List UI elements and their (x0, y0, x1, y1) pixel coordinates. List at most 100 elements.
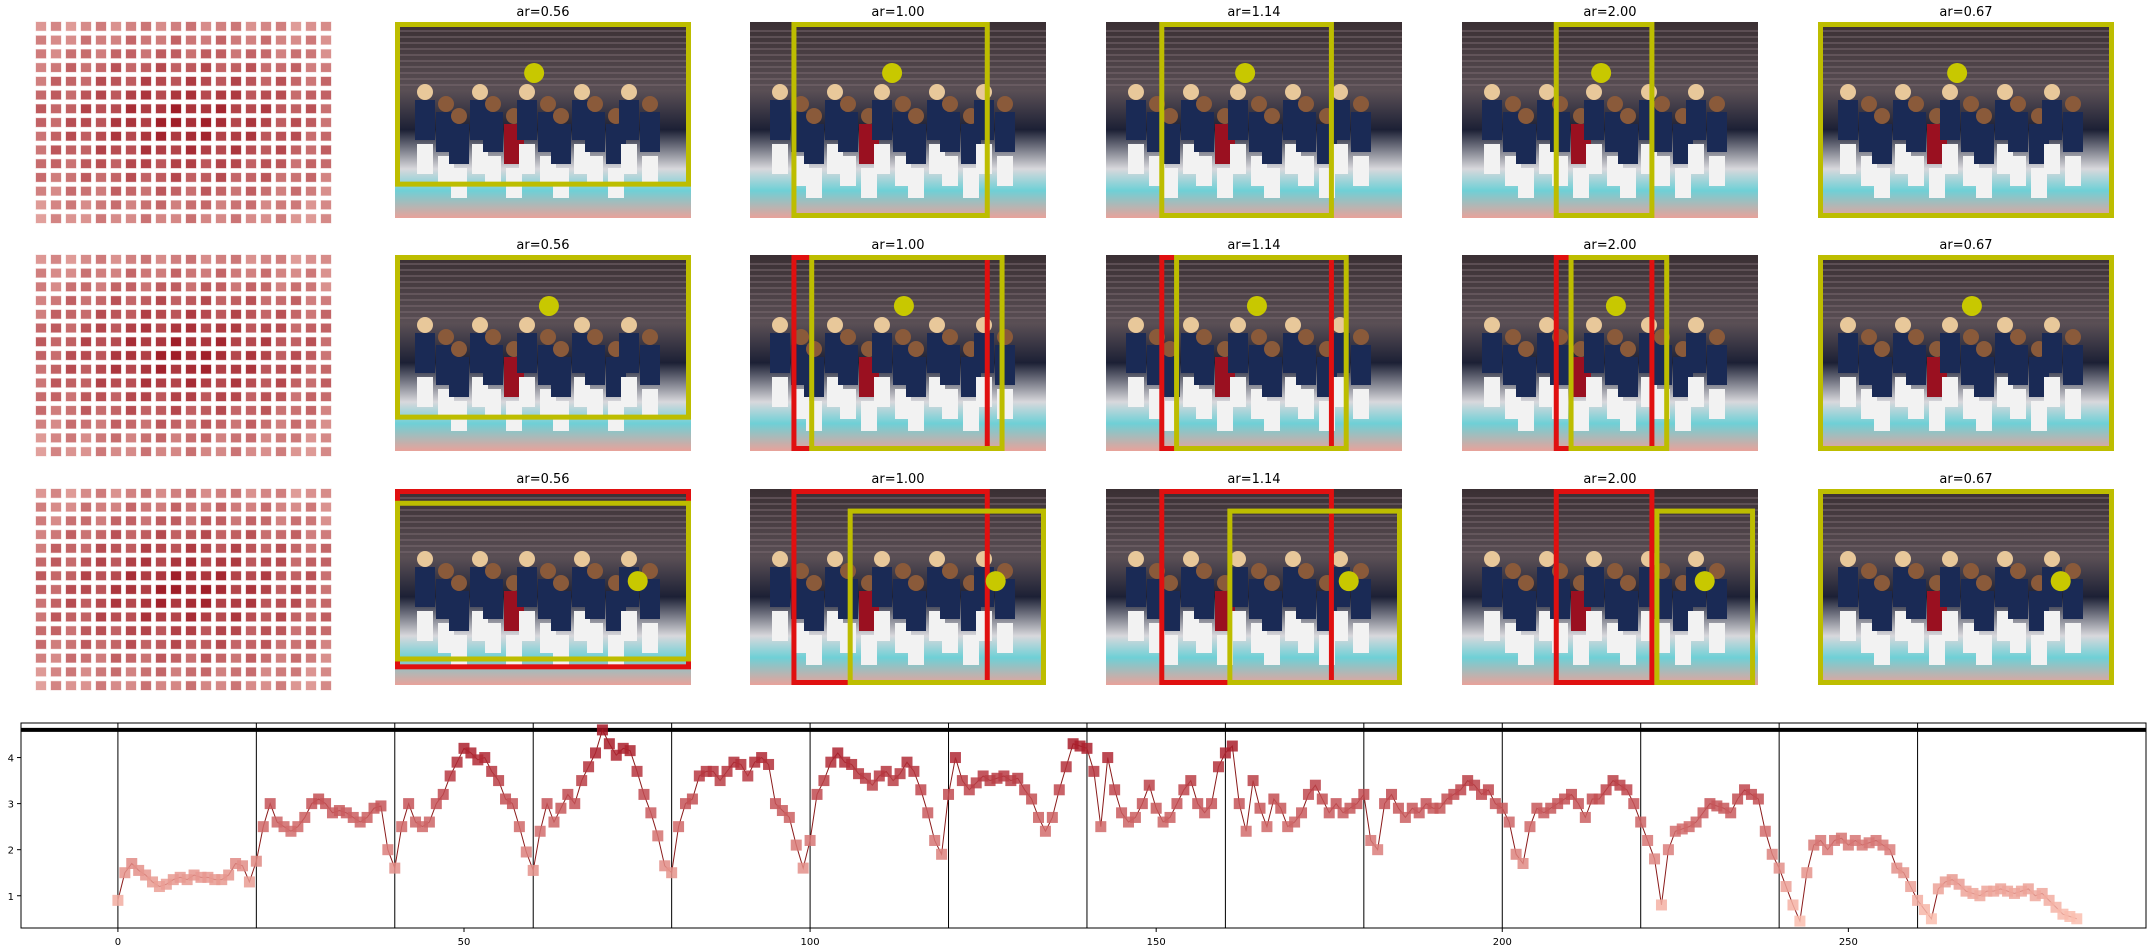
heatmap-cell (230, 308, 242, 320)
heatmap-cell (50, 254, 62, 265)
player-jersey (585, 112, 605, 152)
heatmap-cell (140, 254, 152, 265)
heatmap-cell (260, 254, 272, 265)
heatmap-cell (35, 199, 47, 211)
player-head (1251, 329, 1267, 345)
data-point (1289, 816, 1301, 828)
heatmap-cell (65, 103, 77, 115)
stand-row (1818, 515, 2114, 517)
heatmap-cell (50, 666, 62, 678)
data-point (430, 798, 442, 810)
player-head (1976, 108, 1992, 124)
data-point (956, 775, 968, 787)
player-socks (1620, 168, 1636, 198)
player-jersey (1351, 345, 1371, 385)
player-socks (1688, 144, 1704, 174)
stand-row (1106, 42, 1402, 44)
player-jersey (415, 333, 435, 373)
heatmap-cell (110, 199, 122, 211)
heatmap-cell (275, 75, 287, 87)
heatmap-cell (185, 363, 197, 375)
heatmap-cell (245, 103, 257, 115)
heatmap-cell (50, 267, 62, 279)
heatmap-cell (230, 363, 242, 375)
heatmap-cell (320, 418, 332, 430)
heatmap-cell (80, 418, 92, 430)
heatmap-cell (80, 570, 92, 582)
heatmap-cell (65, 391, 77, 403)
data-point (140, 869, 152, 881)
heatmap-cell (305, 103, 317, 115)
team-photo (395, 22, 691, 218)
player-socks (1484, 377, 1500, 407)
heatmap-cell (155, 144, 167, 156)
heatmap-cell (320, 130, 332, 142)
heatmap-cell (275, 432, 287, 444)
heatmap-cell (140, 34, 152, 46)
data-point (1974, 890, 1986, 902)
heatmap-cell (50, 117, 62, 128)
heatmap-cell (35, 48, 47, 60)
heatmap-cell (275, 625, 287, 637)
player-socks (1128, 377, 1144, 407)
crop-box-yellow (395, 255, 691, 420)
heatmap-cell (170, 322, 182, 334)
heatmap-cell (260, 515, 272, 527)
player-socks (997, 389, 1013, 419)
stand-row (750, 521, 1046, 523)
heatmap-cell (65, 570, 77, 582)
heatmap-cell (95, 377, 107, 389)
heatmap-cell (290, 322, 302, 334)
player-socks (1976, 635, 1992, 665)
heatmap-cell (155, 48, 167, 60)
heatmap-cell (305, 391, 317, 403)
heatmap-cell (305, 295, 317, 306)
data-point (1420, 798, 1432, 810)
focus-point (985, 571, 1006, 592)
player-socks (1264, 168, 1280, 198)
player-socks (1484, 144, 1500, 174)
heatmap-cell (230, 418, 242, 430)
data-point (880, 765, 892, 777)
player-socks (1264, 401, 1280, 431)
heatmap-cell (185, 144, 197, 156)
player-jersey (2063, 579, 2083, 619)
data-point (160, 878, 172, 890)
heatmap-cell (320, 666, 332, 678)
stand-row (1106, 545, 1402, 547)
heatmap-cell (80, 446, 92, 457)
heatmap-cell (125, 680, 137, 691)
stand-row (395, 539, 691, 541)
crop-box-yellow (809, 255, 1005, 451)
heatmap-cell (245, 336, 257, 348)
heatmap-cell (305, 185, 317, 197)
heatmap-cell (140, 680, 152, 691)
player-head (1285, 84, 1301, 100)
heatmap-cell (65, 308, 77, 320)
stand-row (750, 545, 1046, 547)
player-jersey (1707, 579, 1727, 619)
heatmap-cell (65, 213, 77, 224)
heatmap-cell (320, 62, 332, 73)
heatmap-cell (110, 556, 122, 568)
data-point (216, 874, 228, 886)
stand-row (1462, 293, 1758, 295)
player-jersey (1838, 333, 1858, 373)
heatmap-cell (35, 570, 47, 582)
heatmap-cell (215, 391, 227, 403)
heatmap-cell (110, 391, 122, 403)
player-jersey (640, 112, 660, 152)
heatmap-cell (215, 267, 227, 279)
stand-row (1462, 509, 1758, 511)
stand-row (1106, 539, 1402, 541)
heatmap-cell (65, 542, 77, 554)
data-point (1579, 811, 1591, 823)
heatmap-cell (260, 48, 272, 60)
team-photo (1462, 255, 1758, 451)
heatmap-cell (305, 322, 317, 334)
stand-row (1818, 48, 2114, 50)
player-socks (908, 401, 924, 431)
player-socks (997, 623, 1013, 653)
stand-row (750, 42, 1046, 44)
heatmap-cell (140, 652, 152, 664)
